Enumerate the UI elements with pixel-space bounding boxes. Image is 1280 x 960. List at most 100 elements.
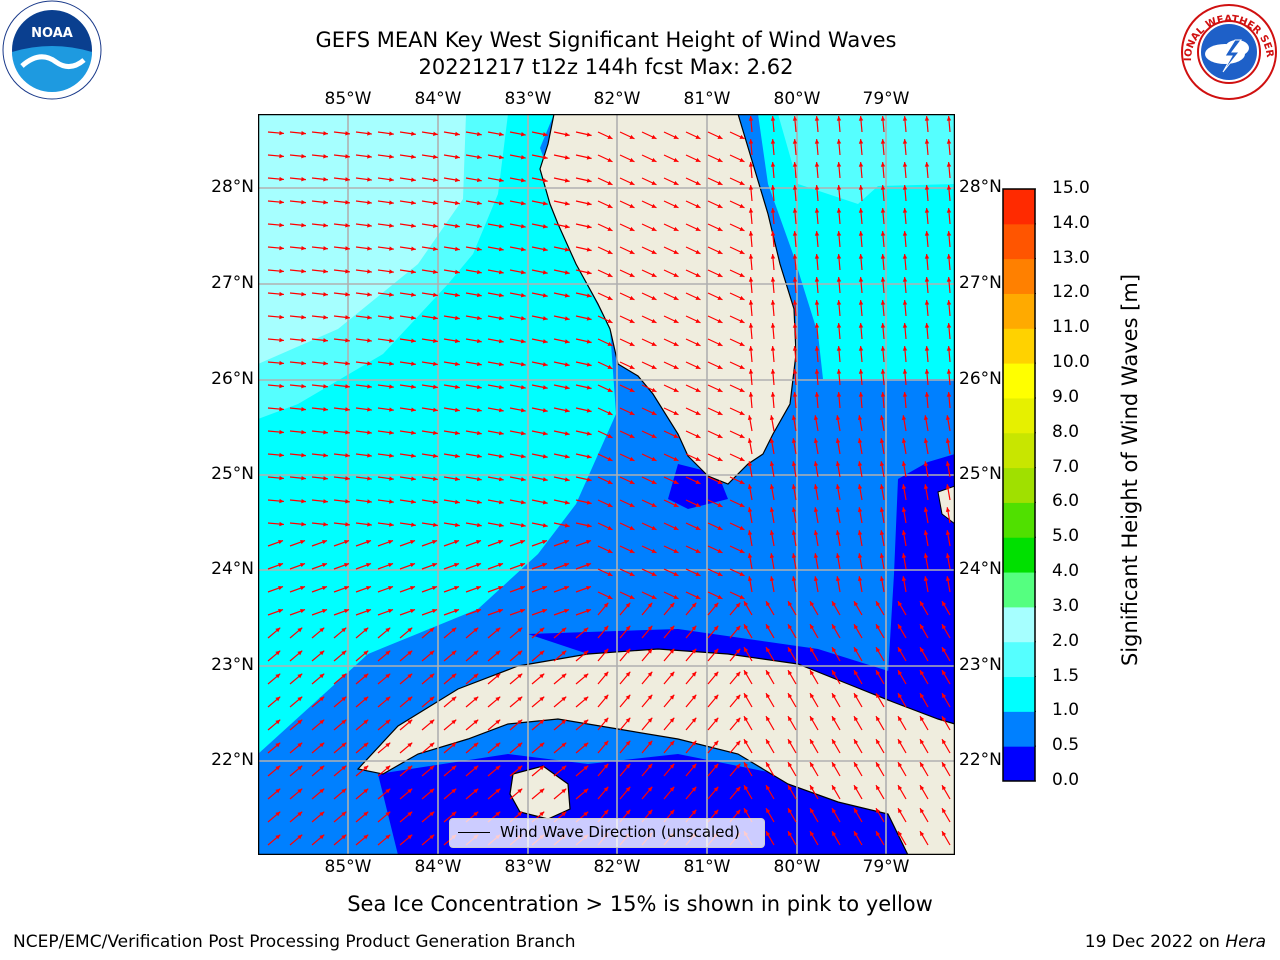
wave-direction-arrow <box>902 346 908 363</box>
wave-direction-arrow <box>663 740 675 754</box>
wave-direction-arrow <box>748 392 754 409</box>
wave-direction-arrow <box>443 585 460 593</box>
lat-label-left: 23°N <box>211 655 254 675</box>
wave-direction-arrow <box>946 323 952 340</box>
wave-direction-arrow <box>289 562 306 570</box>
wave-direction-arrow <box>853 623 863 639</box>
wave-direction-arrow <box>743 784 753 800</box>
wave-direction-arrow <box>924 277 930 294</box>
lat-label-left: 22°N <box>211 750 254 770</box>
wave-direction-arrow <box>853 738 863 754</box>
wave-direction-arrow <box>685 740 697 754</box>
wave-direction-arrow <box>685 223 701 232</box>
wave-direction-arrow <box>729 694 741 708</box>
wave-direction-arrow <box>597 453 613 462</box>
wave-direction-arrow <box>487 673 501 685</box>
noaa-logo: NOAA <box>2 0 102 100</box>
wave-direction-arrow <box>641 671 653 685</box>
wave-direction-arrow <box>641 499 657 508</box>
wave-direction-arrow <box>946 139 952 156</box>
wave-direction-arrow <box>770 254 776 271</box>
wave-direction-arrow <box>443 384 460 390</box>
wave-direction-arrow <box>333 177 350 182</box>
wave-direction-arrow <box>465 292 482 298</box>
wave-direction-arrow <box>531 650 545 662</box>
wave-direction-arrow <box>809 692 819 708</box>
wave-direction-arrow <box>531 696 545 708</box>
wave-direction-arrow <box>897 830 907 846</box>
wave-direction-arrow <box>465 131 482 137</box>
wave-direction-arrow <box>311 522 328 527</box>
wave-direction-arrow <box>641 407 657 416</box>
wave-direction-arrow <box>641 269 657 278</box>
wave-direction-arrow <box>619 717 631 731</box>
wave-direction-arrow <box>619 625 631 639</box>
colorbar-tick-label: 1.0 <box>1052 700 1080 721</box>
wave-direction-arrow <box>641 200 657 209</box>
wave-direction-arrow <box>399 499 416 504</box>
colorbar-tick-label: 15.0 <box>1052 178 1090 198</box>
wave-direction-arrow <box>769 507 775 524</box>
wave-direction-arrow <box>770 116 776 133</box>
wave-direction-arrow <box>531 430 548 436</box>
wave-direction-arrow <box>897 784 907 800</box>
wave-direction-arrow <box>443 719 457 731</box>
wave-direction-arrow <box>663 292 679 301</box>
wave-direction-arrow <box>531 315 548 321</box>
wave-direction-arrow <box>619 476 635 485</box>
colorbar-tick-label: 13.0 <box>1052 247 1090 268</box>
wave-direction-arrow <box>465 246 482 252</box>
wave-direction-arrow <box>857 415 863 432</box>
wave-direction-arrow <box>792 277 798 294</box>
wave-direction-arrow <box>641 602 653 616</box>
wave-direction-arrow <box>597 625 609 639</box>
wave-direction-arrow <box>941 807 951 823</box>
wave-direction-arrow <box>531 361 548 367</box>
wave-direction-arrow <box>880 185 886 202</box>
wave-direction-arrow <box>355 453 372 458</box>
wave-direction-arrow <box>355 154 372 159</box>
wave-direction-arrow <box>531 562 548 570</box>
wave-direction-arrow <box>421 522 438 527</box>
wave-direction-arrow <box>333 131 350 136</box>
wave-direction-arrow <box>924 185 930 202</box>
wave-direction-arrow <box>685 568 701 577</box>
wave-direction-arrow <box>924 254 930 271</box>
colorbar-segment <box>1003 502 1035 538</box>
wave-direction-arrow <box>946 208 952 225</box>
wave-direction-arrow <box>531 522 548 528</box>
wave-direction-arrow <box>465 361 482 367</box>
wave-direction-arrow <box>924 323 930 340</box>
wave-direction-arrow <box>289 650 303 662</box>
wave-direction-arrow <box>377 608 394 616</box>
colorbar-segment <box>1003 537 1035 573</box>
wave-direction-arrow <box>729 602 741 616</box>
wave-direction-arrow <box>575 476 592 482</box>
wave-direction-arrow <box>729 625 741 639</box>
wave-direction-arrow <box>814 300 820 317</box>
wave-direction-arrow <box>267 406 284 412</box>
wave-direction-arrow <box>946 185 952 202</box>
wave-direction-arrow <box>509 430 526 436</box>
wave-direction-arrow <box>747 507 753 524</box>
wave-direction-arrow <box>641 625 653 639</box>
wave-direction-arrow <box>791 576 797 593</box>
wave-direction-arrow <box>945 530 951 547</box>
wave-direction-arrow <box>267 153 284 159</box>
wave-direction-arrow <box>923 576 929 593</box>
wave-direction-arrow <box>641 154 657 163</box>
wave-direction-arrow <box>333 696 347 708</box>
wave-direction-arrow <box>901 484 907 501</box>
wave-direction-arrow <box>377 585 394 593</box>
wave-direction-arrow <box>289 498 306 504</box>
wave-direction-arrow <box>813 438 819 455</box>
wave-direction-arrow <box>663 717 675 731</box>
wave-direction-arrow <box>924 208 930 225</box>
wave-direction-arrow <box>267 627 281 639</box>
wave-direction-arrow <box>267 337 284 343</box>
wave-direction-arrow <box>399 650 413 662</box>
lon-label-bottom: 85°W <box>324 857 372 877</box>
wave-direction-arrow <box>443 539 460 547</box>
wave-direction-arrow <box>509 292 526 298</box>
wave-direction-arrow <box>289 742 303 754</box>
